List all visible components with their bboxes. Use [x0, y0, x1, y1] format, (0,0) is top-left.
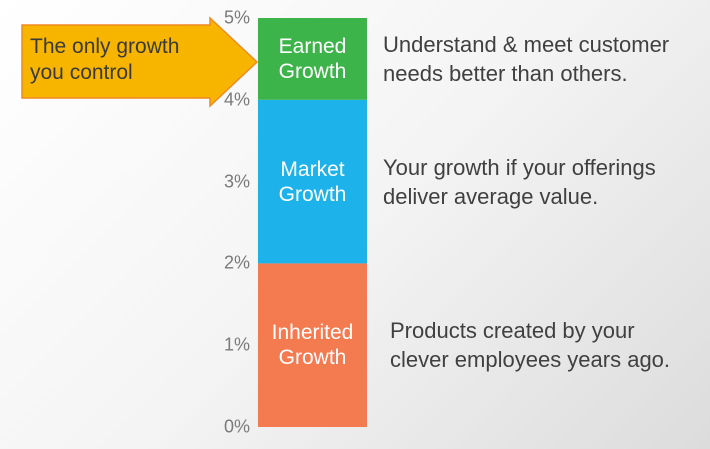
y-tick-label: 0% — [223, 416, 250, 437]
bar-segment — [258, 263, 367, 427]
segment-description: Your growth if your offerings deliver av… — [383, 154, 656, 209]
bar-segment — [258, 99, 367, 264]
annotation: The only growth you control — [30, 35, 180, 84]
segment-label: Market Growth — [278, 157, 347, 206]
y-tick-label: 1% — [223, 334, 250, 355]
y-tick-label: 3% — [223, 171, 250, 192]
segment-description: Understand & meet customer needs better … — [383, 31, 670, 86]
segment-label: Earned Growth — [278, 34, 347, 83]
segment-label: Inherited Growth — [271, 321, 354, 370]
y-tick-label: 4% — [223, 89, 250, 110]
annotation-arrow — [21, 16, 259, 108]
bar-segment — [258, 18, 367, 100]
y-tick-label: 5% — [223, 7, 250, 28]
segment-description: Products created by your clever employee… — [390, 318, 671, 373]
y-tick-label: 2% — [223, 252, 250, 273]
